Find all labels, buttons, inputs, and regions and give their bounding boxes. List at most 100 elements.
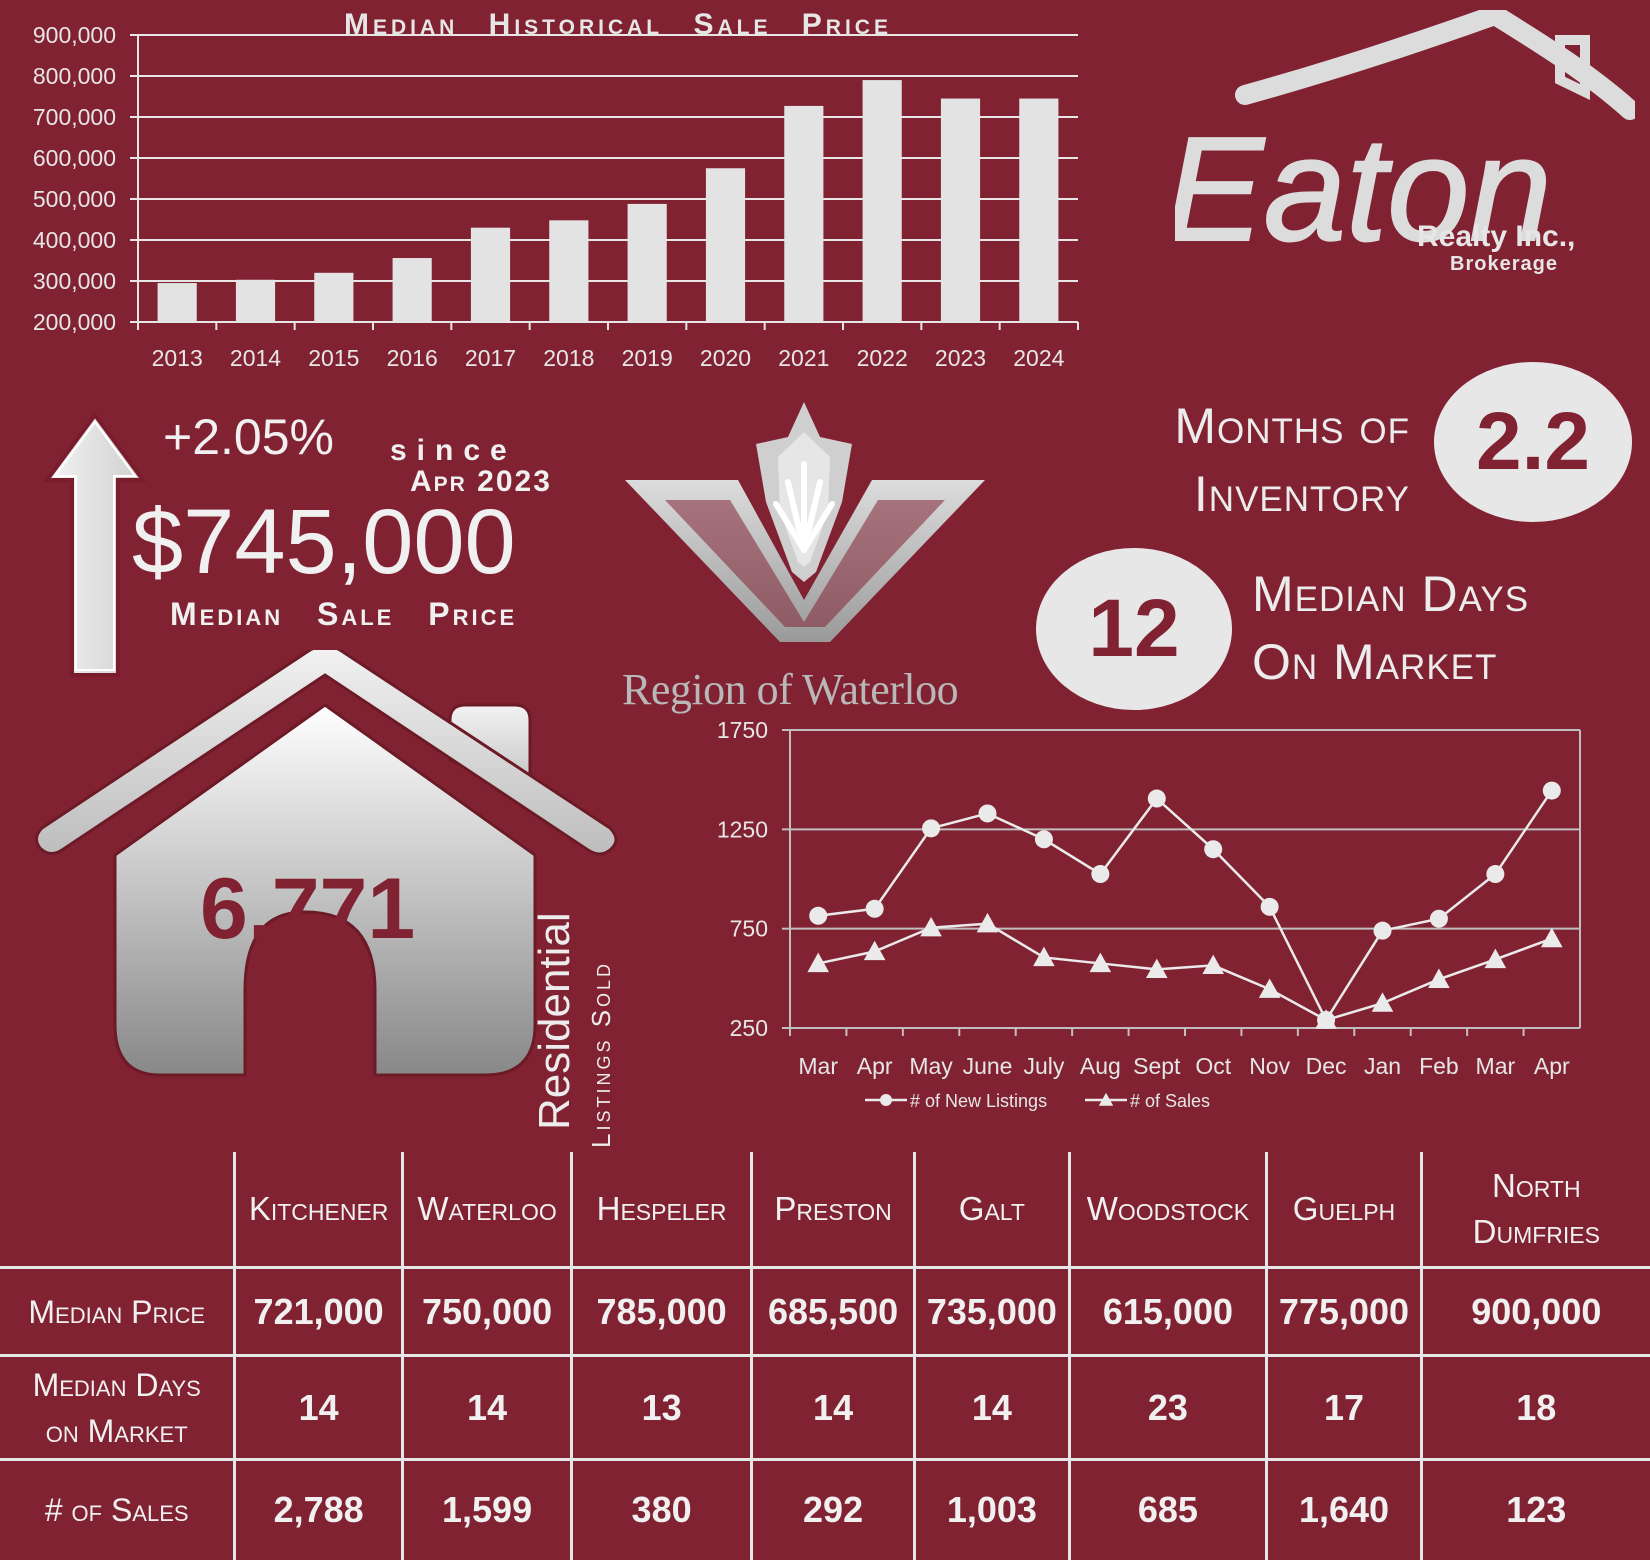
triangle-marker: [1202, 954, 1225, 975]
bar: [705, 168, 746, 322]
table-cell: 23: [1067, 1354, 1269, 1461]
dom-label-line1: Median Days: [1252, 566, 1530, 622]
bar: [940, 98, 981, 322]
circle-marker: [1147, 789, 1166, 808]
bar-ytick-label: 400,000: [33, 227, 116, 253]
line-ytick-label: 1750: [717, 717, 768, 743]
column-header: Woodstock: [1067, 1152, 1269, 1269]
triangle-marker: [1098, 1092, 1114, 1106]
triangle-marker: [1033, 946, 1055, 967]
residential-label: Residential: [530, 912, 579, 1130]
triangle-marker: [920, 916, 942, 937]
circle-marker: [1034, 830, 1053, 849]
table-cell: 721,000: [233, 1266, 404, 1357]
triangle-marker: [976, 912, 999, 933]
bar-chart-title: Median Historical Sale Price: [344, 8, 892, 41]
table-cell: 17: [1265, 1354, 1423, 1461]
bar-ytick-label: 300,000: [33, 268, 116, 294]
column-header: Hespeler: [570, 1152, 753, 1269]
triangle-marker: [807, 952, 830, 973]
table-cell: 2,788: [233, 1458, 404, 1560]
column-header: North Dumfries: [1419, 1152, 1650, 1269]
bar: [235, 279, 276, 322]
bar-xtick-label: 2016: [387, 345, 438, 371]
triangle-marker: [1484, 948, 1507, 969]
bar-xtick-label: 2015: [308, 345, 359, 371]
table-cell: 13: [570, 1354, 753, 1461]
triangle-marker: [1371, 992, 1394, 1012]
column-header: Preston: [749, 1152, 917, 1269]
bar: [314, 272, 354, 322]
table-cell: 1,003: [913, 1458, 1071, 1560]
circle-marker: [1429, 909, 1448, 928]
line-ytick-label: 750: [730, 916, 768, 942]
column-header: Waterloo: [400, 1152, 574, 1269]
line-xtick-label: Dec: [1306, 1053, 1347, 1079]
circle-marker: [880, 1094, 892, 1106]
line-xtick-label: Apr: [857, 1053, 893, 1079]
triangle-marker: [1428, 968, 1450, 988]
table-cell: 785,000: [570, 1266, 753, 1357]
line-xtick-label: Sept: [1133, 1053, 1181, 1079]
line-xtick-label: May: [909, 1053, 953, 1079]
listings-sold-count: 6,771: [200, 861, 416, 957]
circle-marker: [865, 899, 884, 918]
bar-ytick-label: 500,000: [33, 186, 116, 212]
circle-marker: [1091, 865, 1110, 884]
bar-xtick-label: 2020: [700, 345, 751, 371]
inventory-label-line1: Months of: [1174, 398, 1410, 454]
inventory-label-line2: Inventory: [1193, 466, 1410, 522]
up-arrow-icon: [43, 411, 147, 677]
months-of-inventory-value: 2.2: [1434, 362, 1632, 522]
column-header: Guelph: [1265, 1152, 1423, 1269]
table-cell: 775,000: [1265, 1266, 1423, 1357]
triangle-marker: [1540, 927, 1563, 948]
line-xtick-label: Feb: [1419, 1053, 1459, 1079]
table-cell: 750,000: [400, 1266, 574, 1357]
table-header-row: Kitchener Waterloo Hespeler Preston Galt…: [0, 1152, 1650, 1269]
bar: [784, 105, 824, 323]
listings-and-sales-line-chart: 250 750 1250 1750 Mar Apr May June July Aug Sept O…: [717, 717, 1581, 1111]
table-cell: 735,000: [913, 1266, 1071, 1357]
circle-marker: [809, 906, 828, 925]
table-cell: 18: [1419, 1354, 1650, 1461]
triangle-marker: [1145, 958, 1168, 979]
median-sale-price: $745,000: [132, 491, 516, 593]
triangle-marker: [1315, 1009, 1337, 1029]
eaton-brand-text: Eaton: [1175, 107, 1552, 272]
eaton-house-roof-icon: Eaton: [1175, 10, 1635, 273]
bar-xtick-label: 2014: [230, 345, 281, 371]
line-xtick-label: Nov: [1249, 1053, 1290, 1079]
since-date: Apr 2023: [410, 465, 552, 498]
bar: [862, 80, 902, 322]
realty-inc-text: Realty Inc.,: [1417, 220, 1576, 253]
city-stats-table: Kitchener Waterloo Hespeler Preston Galt…: [0, 1152, 1650, 1560]
region-name: Region of Waterloo: [622, 665, 959, 714]
listings-sold-label: Listings Sold: [586, 960, 616, 1148]
bar-ytick-label: 200,000: [33, 309, 116, 335]
median-days-on-market-label: Median Days On Market: [1252, 560, 1529, 696]
bar-xtick-label: 2019: [622, 345, 673, 371]
table-cell: 123: [1419, 1458, 1650, 1560]
bar-xtick-label: 2023: [935, 345, 986, 371]
line-ytick-label: 1250: [717, 816, 768, 842]
table-cell: 1,599: [400, 1458, 574, 1560]
table-cell: 14: [913, 1354, 1071, 1461]
bar-xtick-label: 2024: [1013, 345, 1064, 371]
line-ytick-label: 250: [730, 1015, 768, 1041]
series-line: [817, 922, 1553, 1022]
table-cell: 900,000: [1419, 1266, 1650, 1357]
series-line: [818, 789, 1553, 1023]
line-xtick-label: Mar: [798, 1053, 838, 1079]
table-row: # of Sales 2,788 1,599 380 292 1,003 685…: [0, 1458, 1650, 1560]
table-cell: 685,500: [749, 1266, 917, 1357]
triangle-marker: [1258, 978, 1281, 998]
table-cell: 14: [400, 1354, 574, 1461]
legend-label: # of Sales: [1130, 1091, 1210, 1111]
line-xtick-label: Aug: [1080, 1053, 1121, 1079]
circle-marker: [1204, 840, 1223, 859]
bar: [157, 283, 197, 322]
column-header: Galt: [913, 1152, 1071, 1269]
line-xtick-label: July: [1023, 1053, 1064, 1079]
table-cell: 14: [749, 1354, 917, 1461]
